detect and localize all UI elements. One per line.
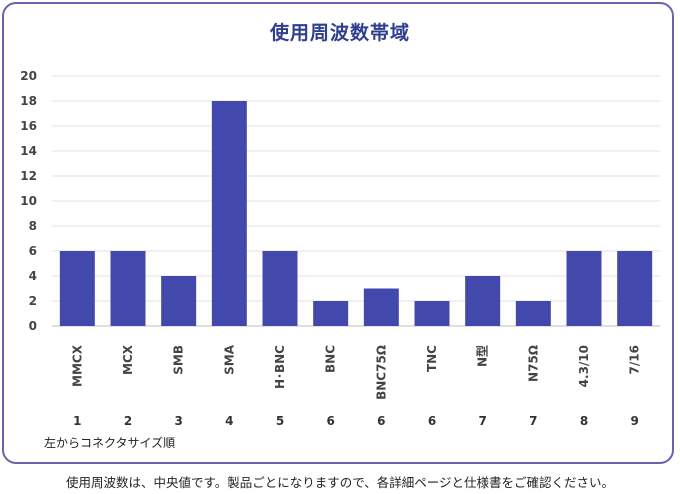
bar	[414, 301, 450, 326]
size-order-label: 6	[326, 414, 334, 428]
y-tick-label: 2	[29, 294, 37, 308]
size-order-label: 3	[174, 414, 182, 428]
bar	[161, 276, 197, 326]
chart-title: 使用周波数帯域	[269, 22, 410, 44]
bar	[515, 301, 551, 326]
y-tick-label: 0	[29, 319, 37, 333]
bar	[363, 288, 399, 326]
x-category-label: N75Ω	[526, 345, 540, 382]
x-category-label: H･BNC	[273, 345, 287, 389]
x-category-label: MCX	[121, 344, 135, 375]
size-order-label: 5	[276, 414, 284, 428]
y-tick-label: 14	[20, 144, 37, 158]
size-order-label: 7	[529, 414, 537, 428]
y-tick-label: 6	[29, 244, 37, 258]
size-order-label: 8	[580, 414, 588, 428]
footnote: 使用周波数は、中央値です。製品ごとになりますので、各詳細ページと仕様書をご確認く…	[65, 475, 614, 490]
bar	[110, 251, 146, 326]
size-order-label: 7	[478, 414, 486, 428]
bar	[211, 101, 247, 326]
size-order-label: 6	[377, 414, 385, 428]
bar	[465, 276, 501, 326]
size-order-label: 9	[630, 414, 638, 428]
size-order-label: 2	[124, 414, 132, 428]
x-category-label: MMCX	[70, 344, 84, 387]
y-tick-label: 20	[20, 69, 37, 83]
x-category-label: 4.3/10	[577, 345, 591, 387]
bar	[313, 301, 349, 326]
size-order-labels: 1 2 3 4 5 6 6 6 7 7 8 9	[73, 414, 639, 428]
gridlines	[52, 75, 660, 327]
bars	[59, 101, 653, 326]
y-tick-label: 4	[29, 269, 37, 283]
size-order-label: 6	[428, 414, 436, 428]
x-category-label: SMB	[172, 345, 186, 375]
bar	[566, 251, 602, 326]
bar	[59, 251, 95, 326]
x-category-label: TNC	[425, 345, 439, 372]
size-order-label: 4	[225, 414, 233, 428]
chart-frame	[2, 2, 674, 464]
x-axis-categories: MMCX MCX SMB SMA H･BNC BNC BNC75Ω TNC N型 N75Ω 4.3/…	[70, 344, 641, 400]
sort-order-note: 左からコネクタサイズ順	[44, 435, 175, 450]
y-tick-label: 8	[29, 219, 37, 233]
y-tick-label: 18	[20, 94, 37, 108]
size-order-label: 1	[73, 414, 81, 428]
y-axis-ticks: 0 2 4 6 8 10 12 14 16 18 20	[20, 69, 37, 333]
bar	[617, 251, 653, 326]
x-category-label: BNC75Ω	[374, 345, 388, 400]
x-category-label: N型	[475, 345, 490, 367]
x-category-label: SMA	[222, 344, 236, 375]
y-tick-label: 16	[20, 119, 37, 133]
bar	[262, 251, 298, 326]
x-category-label: 7/16	[628, 345, 642, 374]
y-tick-label: 12	[20, 169, 37, 183]
x-category-label: BNC	[324, 345, 338, 373]
y-tick-label: 10	[20, 194, 37, 208]
